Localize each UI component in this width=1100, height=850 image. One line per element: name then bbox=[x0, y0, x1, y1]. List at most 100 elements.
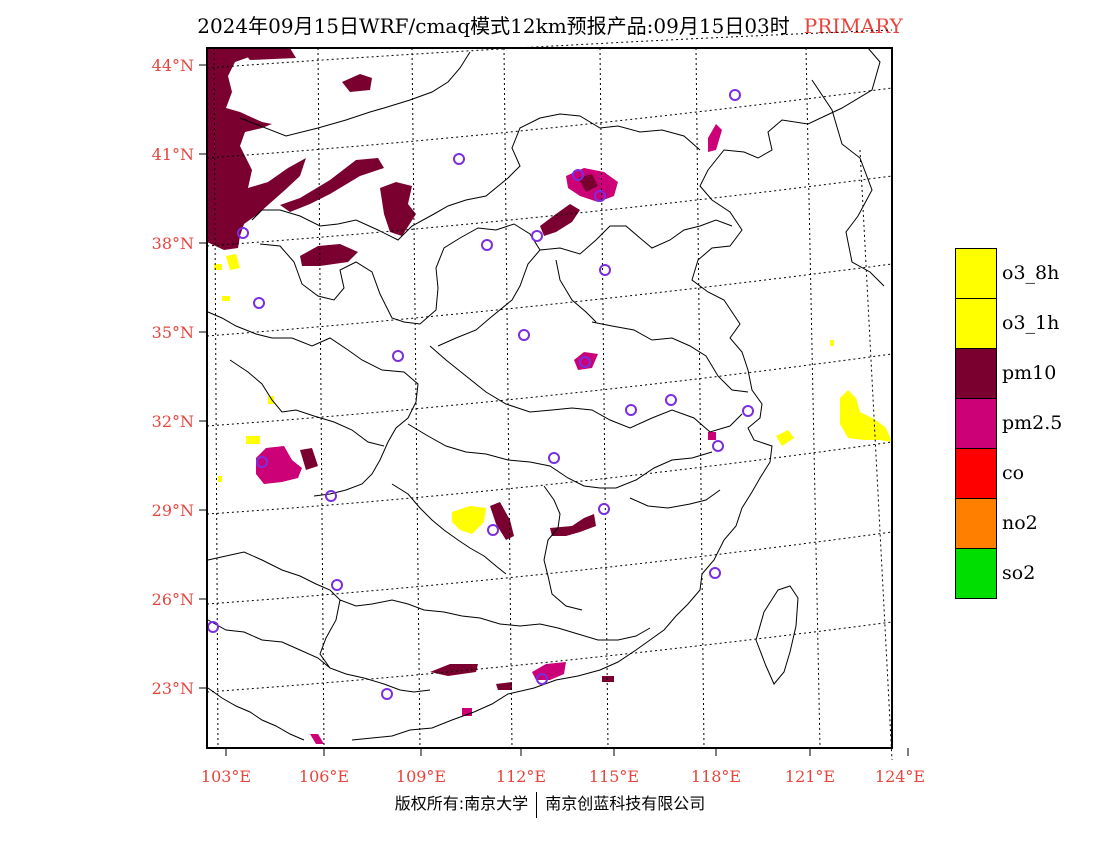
lon-label: 115°E bbox=[589, 767, 639, 786]
o3-dot-3 bbox=[246, 436, 260, 444]
station-ring-icon[interactable] bbox=[253, 297, 265, 309]
legend-label: co bbox=[1002, 462, 1025, 484]
legend-label: no2 bbox=[1002, 512, 1038, 534]
station-ring-icon[interactable] bbox=[531, 230, 543, 242]
o3-dot-1 bbox=[214, 264, 222, 270]
station-ring-icon[interactable] bbox=[742, 405, 754, 417]
lon-label: 112°E bbox=[496, 767, 546, 786]
station-ring-icon[interactable] bbox=[594, 190, 606, 202]
lon-label: 124°E bbox=[875, 767, 925, 786]
station-ring-icon[interactable] bbox=[256, 456, 268, 468]
station-ring-icon[interactable] bbox=[381, 688, 393, 700]
station-ring-icon[interactable] bbox=[729, 89, 741, 101]
korea-outline bbox=[811, 79, 885, 287]
station-ring-icon[interactable] bbox=[599, 264, 611, 276]
pm10-area-ordos bbox=[280, 158, 384, 212]
latitude-labels: 44°N 41°N 38°N 35°N 32°N 29°N 26°N 23°N bbox=[152, 56, 194, 698]
o3-dot-2 bbox=[222, 296, 230, 301]
boundaries bbox=[207, 47, 885, 741]
monitoring-stations bbox=[207, 89, 754, 700]
legend-label: so2 bbox=[1002, 562, 1036, 584]
station-ring-icon[interactable] bbox=[572, 169, 584, 181]
map-title: 2024年09月15日WRF/cmaq模式12km预报产品:09月15日03时 P… bbox=[0, 10, 1100, 39]
station-ring-icon[interactable] bbox=[392, 350, 404, 362]
pm10-area-jiangxi bbox=[550, 514, 596, 536]
pm25-area-yunnan-south bbox=[310, 734, 324, 744]
lat-label: 32°N bbox=[152, 412, 194, 431]
pm25-area-jiangsu bbox=[708, 432, 716, 440]
station-ring-icon[interactable] bbox=[453, 153, 465, 165]
o3-dot-4 bbox=[268, 396, 274, 404]
lat-label: 26°N bbox=[152, 590, 194, 609]
lon-label: 118°E bbox=[691, 767, 741, 786]
pm25-area-guangdong bbox=[532, 662, 566, 680]
lon-label: 121°E bbox=[785, 767, 835, 786]
station-ring-icon[interactable] bbox=[207, 621, 219, 633]
longitude-labels: 103°E 106°E 109°E 112°E 115°E 118°E 121°… bbox=[201, 767, 925, 786]
station-ring-icon[interactable] bbox=[598, 503, 610, 515]
legend-label: o3_1h bbox=[1002, 312, 1060, 334]
station-ring-icon[interactable] bbox=[518, 329, 530, 341]
legend-swatch bbox=[955, 548, 997, 599]
station-ring-icon[interactable] bbox=[665, 394, 677, 406]
station-ring-icon[interactable] bbox=[325, 490, 337, 502]
axis-ticks bbox=[199, 64, 909, 756]
pm25-area-henan bbox=[574, 352, 598, 370]
pm10-area-sichuan-east bbox=[300, 448, 318, 470]
pm10-area-hebei bbox=[540, 204, 580, 236]
station-ring-icon[interactable] bbox=[487, 524, 499, 536]
station-ring-icon[interactable] bbox=[331, 579, 343, 591]
lon-label: 103°E bbox=[201, 767, 251, 786]
station-ring-icon[interactable] bbox=[237, 227, 249, 239]
station-ring-icon[interactable] bbox=[481, 239, 493, 251]
o3-area-east-sea bbox=[840, 390, 892, 442]
pollutant-areas bbox=[207, 48, 892, 744]
legend-swatch bbox=[955, 348, 997, 399]
legend-label: pm10 bbox=[1002, 362, 1057, 384]
graticule bbox=[206, 29, 893, 761]
pm10-area-ordos-south bbox=[380, 182, 416, 236]
pm10-area-top-strip bbox=[240, 48, 296, 60]
pm10-area-beijing-core bbox=[578, 174, 598, 192]
primary-tag: PRIMARY bbox=[803, 14, 903, 38]
lat-label: 38°N bbox=[152, 234, 194, 253]
taiwan-outline bbox=[755, 585, 799, 685]
station-ring-icon[interactable] bbox=[625, 404, 637, 416]
o3-area-shanghai bbox=[776, 430, 794, 446]
pm10-area-ningxia bbox=[342, 74, 372, 92]
station-ring-icon[interactable] bbox=[709, 567, 721, 579]
pm10-area-hunan bbox=[490, 502, 514, 540]
lat-label: 44°N bbox=[152, 56, 194, 75]
station-ring-icon[interactable] bbox=[579, 356, 591, 368]
pm25-area-sichuan bbox=[256, 446, 302, 484]
station-ring-icon[interactable] bbox=[536, 673, 548, 685]
legend-swatch bbox=[955, 248, 997, 299]
o3-dot-5 bbox=[830, 340, 834, 346]
province-borders bbox=[207, 51, 749, 741]
copyright-right: 南京创蓝科技有限公司 bbox=[545, 794, 706, 813]
legend-swatch bbox=[955, 448, 997, 499]
title-text: 2024年09月15日WRF/cmaq模式12km预报产品:09月15日03时 bbox=[197, 14, 790, 38]
coastline bbox=[351, 47, 881, 741]
lat-label: 29°N bbox=[152, 501, 194, 520]
o3-area-qinghai bbox=[226, 254, 240, 270]
legend-swatch bbox=[955, 498, 997, 549]
pm10-area-hetao bbox=[300, 244, 358, 266]
legend-swatch bbox=[955, 298, 997, 349]
lat-label: 35°N bbox=[152, 323, 194, 342]
lon-label: 109°E bbox=[396, 767, 446, 786]
lat-label: 41°N bbox=[152, 145, 194, 164]
station-ring-icon[interactable] bbox=[548, 452, 560, 464]
lat-label: 23°N bbox=[152, 679, 194, 698]
lon-label: 106°E bbox=[299, 767, 349, 786]
pm10-area-guangdong-small bbox=[496, 682, 512, 690]
pm25-area-liaoning bbox=[708, 124, 722, 152]
station-ring-icon[interactable] bbox=[712, 440, 724, 452]
footer-divider bbox=[536, 791, 538, 818]
legend-swatch bbox=[955, 398, 997, 449]
legend-label: pm2.5 bbox=[1002, 412, 1063, 434]
map-frame bbox=[206, 47, 893, 749]
o3-dot-6 bbox=[218, 476, 222, 482]
pm10-area-northwest bbox=[207, 48, 306, 250]
